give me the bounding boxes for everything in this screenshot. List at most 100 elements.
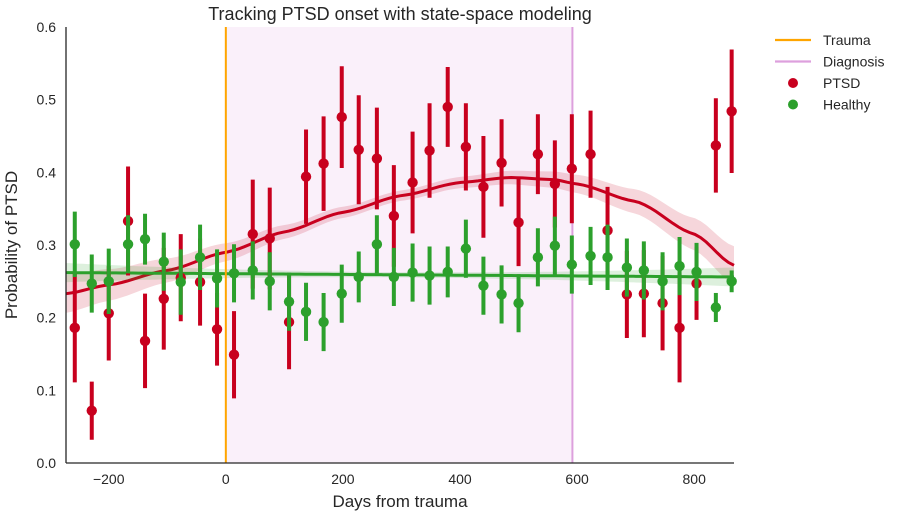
healthy-point xyxy=(388,271,400,283)
healthy-point xyxy=(424,270,435,281)
legend-item-ptsd: PTSD xyxy=(788,75,860,91)
data-points xyxy=(69,49,737,440)
healthy-point xyxy=(726,276,737,287)
x-tick-label: 200 xyxy=(331,471,355,487)
healthy-point xyxy=(228,268,240,279)
legend-label: Healthy xyxy=(823,97,870,113)
healthy-point xyxy=(318,316,329,328)
x-tick-labels: −200 0 200 400 600 800 xyxy=(93,471,706,487)
ptsd-point xyxy=(228,349,240,360)
healthy-point xyxy=(122,239,134,250)
healthy-point xyxy=(638,265,650,276)
y-tick-label: 0.4 xyxy=(37,164,57,180)
healthy-point xyxy=(336,288,347,299)
legend-item-trauma: Trauma xyxy=(775,32,871,48)
x-axis-title: Days from trauma xyxy=(332,492,468,511)
y-tick-label: 0.0 xyxy=(37,455,57,471)
healthy-point xyxy=(264,276,275,287)
ptsd-point xyxy=(247,228,258,240)
healthy-point xyxy=(407,267,418,278)
ptsd-fit-line xyxy=(65,175,735,296)
ptsd-point xyxy=(139,335,151,347)
y-tick-label: 0.5 xyxy=(37,92,57,108)
ptsd-point xyxy=(674,322,685,334)
x-tick-label: 800 xyxy=(683,471,707,487)
legend-item-healthy: Healthy xyxy=(788,97,870,113)
trauma-to-diagnosis-shaded-region xyxy=(225,27,573,463)
chart-title: Tracking PTSD onset with state-space mod… xyxy=(208,4,592,24)
ptsd-point xyxy=(513,217,524,228)
ptsd-point xyxy=(549,178,561,190)
healthy-point xyxy=(657,276,668,287)
healthy-point xyxy=(247,265,258,276)
legend-label: PTSD xyxy=(823,75,860,91)
ptsd-point xyxy=(158,293,169,304)
ptsd-point xyxy=(496,157,507,169)
legend-label: Trauma xyxy=(823,32,871,48)
healthy-point xyxy=(69,239,80,250)
x-tick-label: 400 xyxy=(448,471,472,487)
ptsd-point xyxy=(726,106,737,117)
healthy-point xyxy=(175,276,186,288)
healthy-point xyxy=(496,289,507,300)
ptsd-point xyxy=(585,148,596,160)
ptsd-point xyxy=(424,145,435,156)
ptsd-point xyxy=(264,233,275,244)
healthy-point xyxy=(513,297,524,309)
ptsd-point xyxy=(371,153,383,164)
ptsd-point xyxy=(710,140,722,151)
healthy-point xyxy=(532,252,544,263)
axes xyxy=(65,27,734,464)
healthy-point xyxy=(139,233,151,245)
ptsd-point xyxy=(353,144,364,156)
y-tick-label: 0.1 xyxy=(37,382,57,398)
healthy-point xyxy=(478,280,489,291)
y-tick-label: 0.2 xyxy=(37,310,57,326)
healthy-point xyxy=(602,252,613,263)
healthy-point xyxy=(710,302,722,313)
ptsd-point xyxy=(211,324,223,335)
ptsd-point xyxy=(442,101,453,113)
x-tick-label: 600 xyxy=(565,471,589,487)
healthy-point xyxy=(194,252,206,263)
legend-item-diagnosis: Diagnosis xyxy=(775,54,884,70)
healthy-point xyxy=(621,262,633,273)
legend-label: Diagnosis xyxy=(823,54,884,70)
healthy-point xyxy=(103,276,114,287)
y-tick-label: 0.3 xyxy=(37,237,57,253)
healthy-point xyxy=(549,240,561,251)
legend-swatch-marker xyxy=(788,78,798,88)
healthy-point xyxy=(371,239,383,250)
ptsd-fit-confidence-band xyxy=(66,170,734,313)
healthy-point xyxy=(283,296,295,307)
healthy-point xyxy=(158,256,169,267)
healthy-point xyxy=(674,260,685,272)
healthy-point xyxy=(86,278,97,289)
healthy-point xyxy=(691,266,702,278)
legend: Trauma Diagnosis PTSD Healthy xyxy=(775,32,884,113)
y-axis-title: Probability of PTSD xyxy=(2,171,21,319)
healthy-fit-line xyxy=(66,271,735,279)
healthy-point xyxy=(460,243,472,254)
healthy-point xyxy=(300,306,312,318)
healthy-point xyxy=(566,259,578,270)
y-tick-labels: 0.0 0.1 0.2 0.3 0.4 0.5 0.6 xyxy=(37,19,57,471)
ptsd-point xyxy=(532,148,544,160)
healthy-point xyxy=(585,250,596,262)
ptsd-point xyxy=(300,171,312,182)
ptsd-point xyxy=(407,177,418,188)
healthy-point xyxy=(353,271,364,283)
ptsd-point xyxy=(318,158,329,169)
ptsd-point xyxy=(69,322,80,334)
legend-swatch-marker xyxy=(788,99,798,110)
x-tick-label: 0 xyxy=(222,471,230,487)
ptsd-point xyxy=(460,141,472,153)
ptsd-point xyxy=(86,405,97,416)
ptsd-point xyxy=(336,111,347,123)
healthy-point xyxy=(442,266,453,278)
y-tick-label: 0.6 xyxy=(37,19,57,35)
ptsd-point xyxy=(566,163,578,174)
ptsd-point xyxy=(388,210,400,222)
x-tick-label: −200 xyxy=(93,471,125,487)
